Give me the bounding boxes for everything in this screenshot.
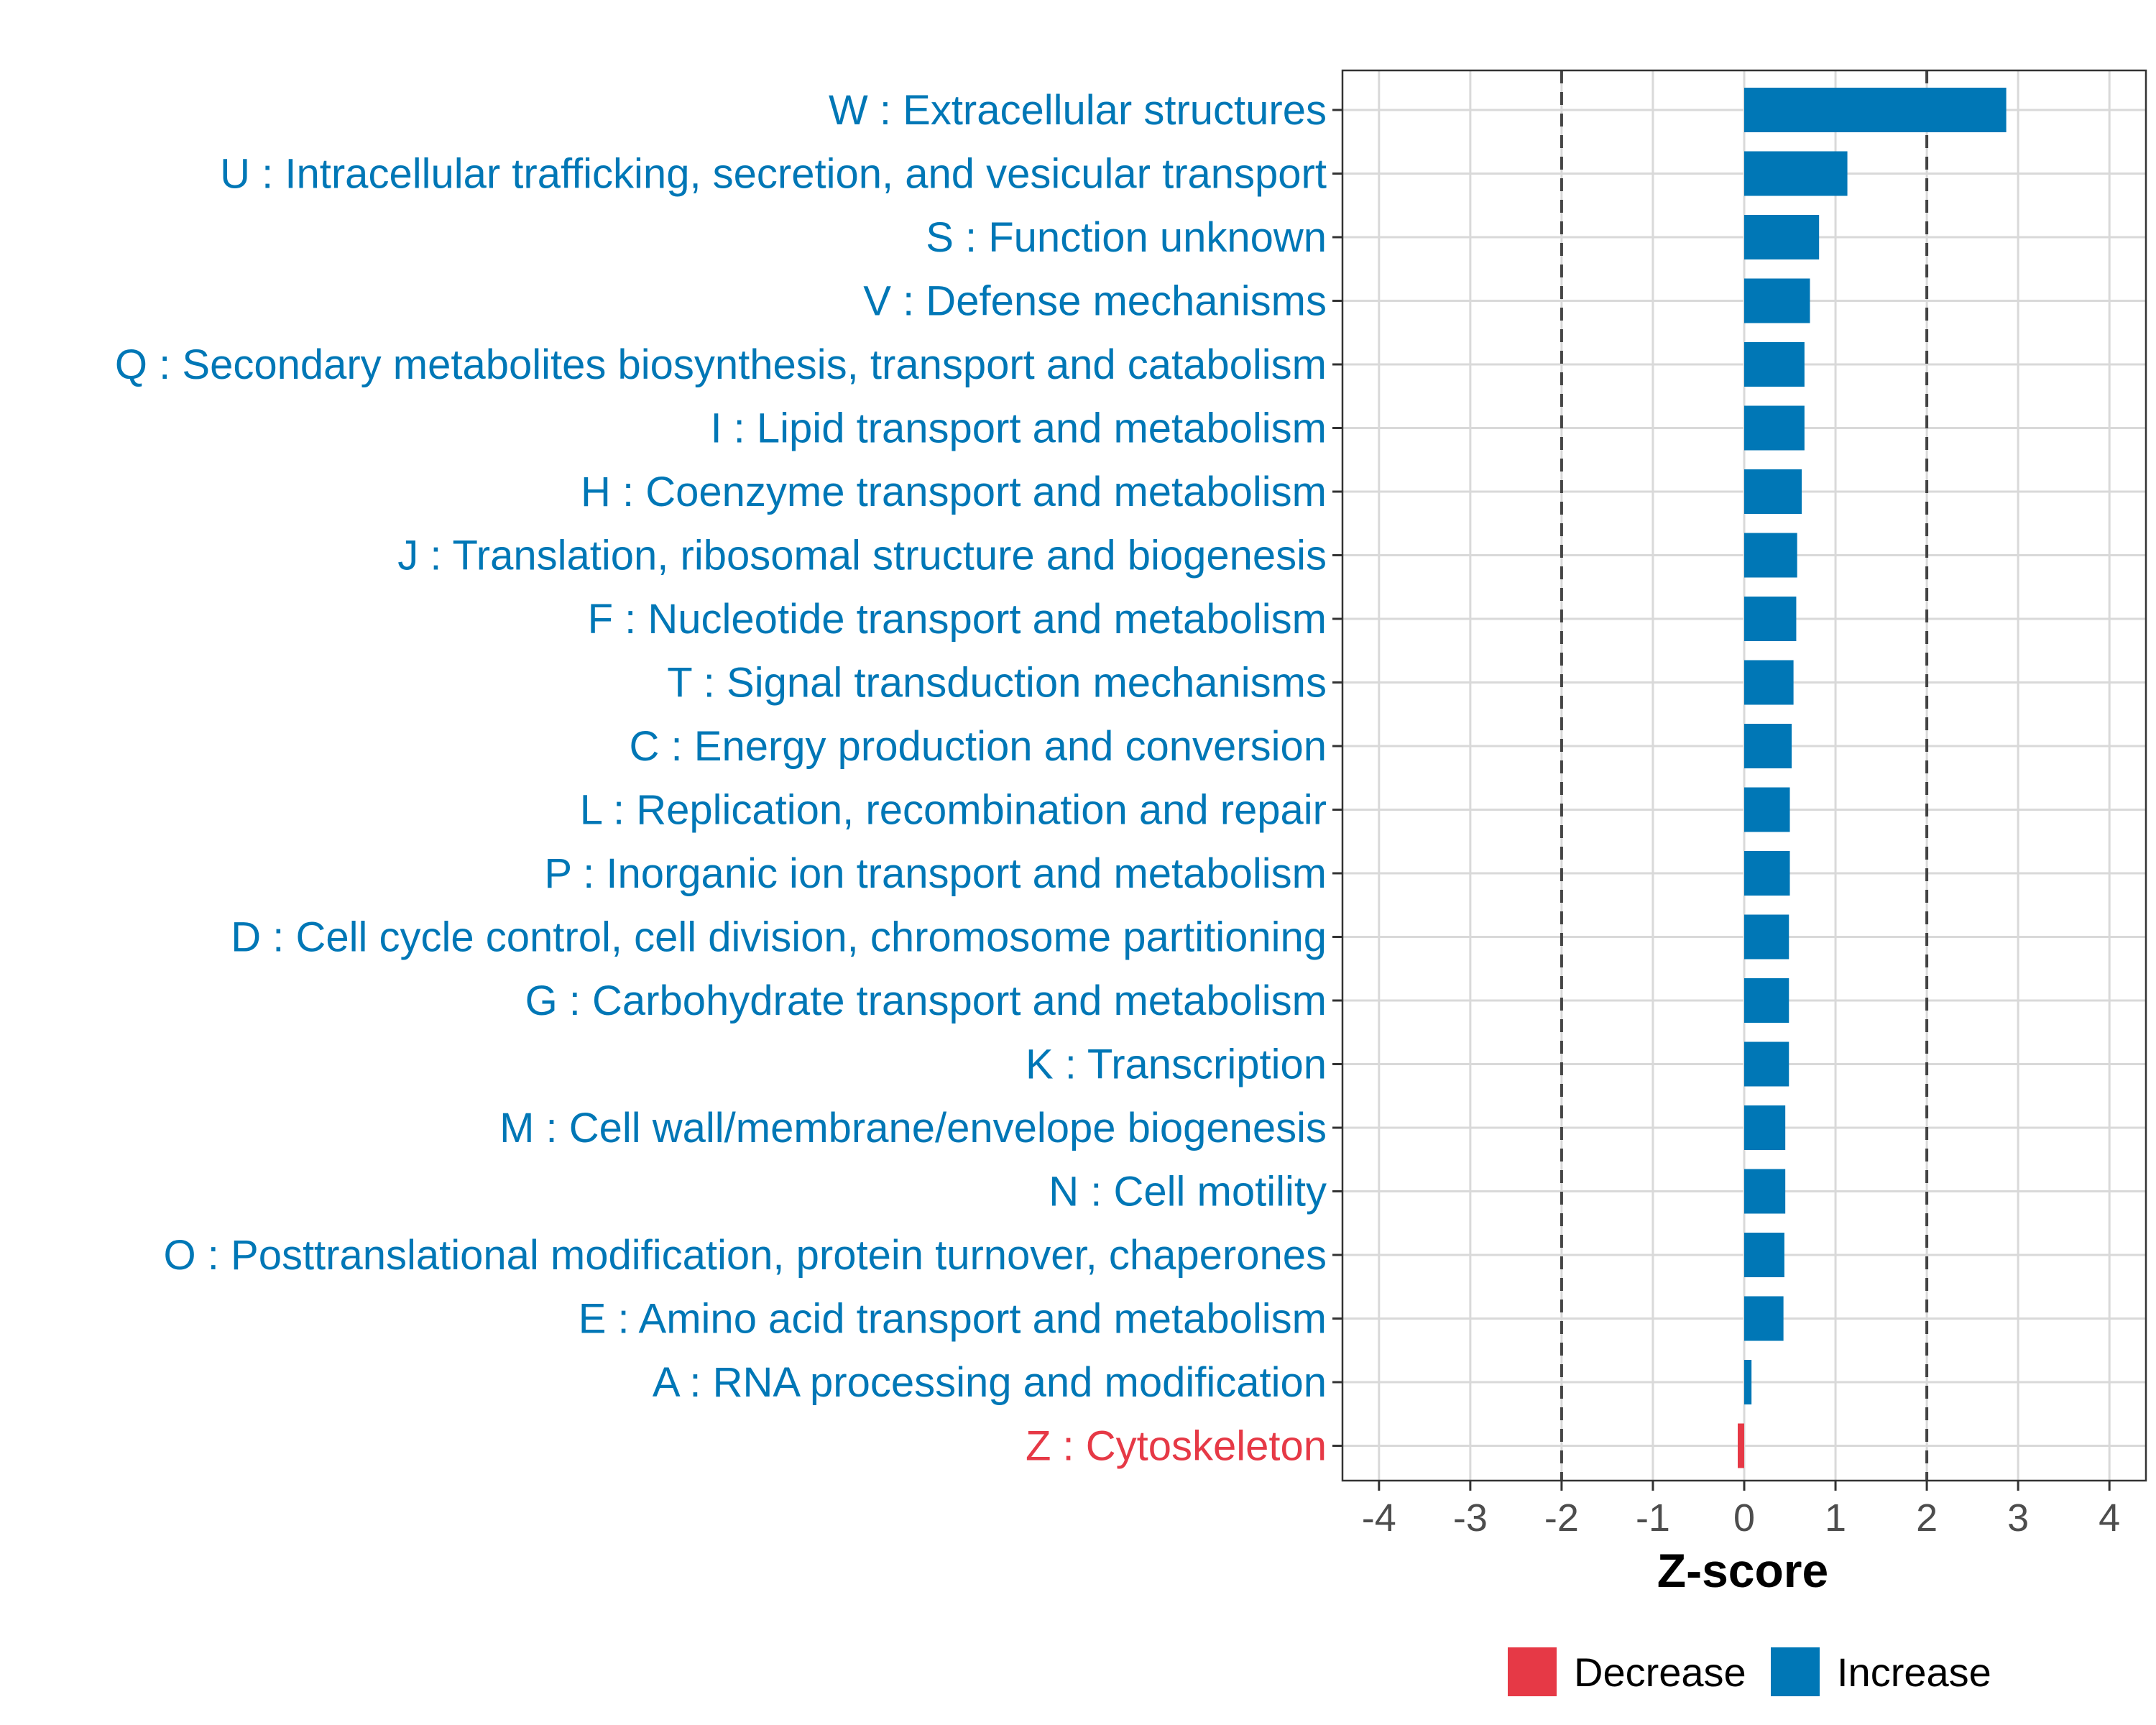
legend-label: Increase	[1837, 1650, 1991, 1695]
bar	[1744, 1041, 1789, 1087]
bar	[1744, 533, 1797, 578]
category-label: G : Carbohydrate transport and metabolis…	[525, 978, 1327, 1024]
bar	[1744, 215, 1820, 259]
bar	[1744, 914, 1789, 960]
category-label: M : Cell wall/membrane/envelope biogenes…	[499, 1105, 1327, 1151]
x-tick-label: -3	[1453, 1496, 1488, 1540]
category-label: O : Posttranslational modification, prot…	[164, 1232, 1327, 1279]
x-tick-labels: -4 -3 -2 -1 0 1 2 3 4	[1362, 1496, 2120, 1540]
x-tick-label: 3	[2007, 1496, 2029, 1540]
category-label: U : Intracellular trafficking, secretion…	[220, 151, 1327, 198]
category-label: S : Function unknown	[926, 214, 1327, 261]
bar	[1738, 1423, 1744, 1468]
x-tick-label: 4	[2099, 1496, 2120, 1540]
category-label: V : Defense mechanisms	[863, 278, 1327, 325]
x-tick-label: -4	[1362, 1496, 1396, 1540]
bar	[1744, 851, 1790, 896]
category-label: F : Nucleotide transport and metabolism	[588, 596, 1327, 643]
category-label: P : Inorganic ion transport and metaboli…	[544, 850, 1327, 897]
bar	[1744, 660, 1794, 705]
category-label: E : Amino acid transport and metabolism	[579, 1296, 1327, 1343]
bars	[1738, 88, 2007, 1468]
category-label: H : Coenzyme transport and metabolism	[581, 469, 1327, 515]
category-label: T : Signal transduction mechanisms	[667, 660, 1327, 707]
x-tick-label: -2	[1544, 1496, 1579, 1540]
bar	[1744, 787, 1790, 832]
x-axis-title: Z-score	[1657, 1544, 1828, 1597]
bar	[1744, 405, 1805, 451]
bar	[1744, 1296, 1784, 1341]
bar	[1744, 724, 1792, 768]
y-ticks	[1332, 109, 1342, 1447]
category-label: C : Energy production and conversion	[630, 723, 1327, 770]
category-label: D : Cell cycle control, cell division, c…	[231, 914, 1327, 961]
x-ticks	[1378, 1481, 2111, 1491]
reference-lines	[1560, 70, 1929, 1481]
x-tick-label: 1	[1825, 1496, 1846, 1540]
bar	[1744, 1169, 1786, 1214]
bar	[1744, 1233, 1784, 1277]
bar	[1744, 469, 1802, 514]
legend-swatch	[1508, 1647, 1557, 1696]
bar	[1744, 278, 1810, 323]
bar	[1744, 1105, 1786, 1150]
legend-swatch	[1771, 1647, 1820, 1696]
category-label: K : Transcription	[1026, 1041, 1327, 1088]
bar	[1744, 978, 1789, 1023]
x-tick-label: 0	[1733, 1496, 1755, 1540]
bar	[1744, 151, 1848, 196]
category-label: W : Extracellular structures	[829, 87, 1327, 134]
legend-label: Decrease	[1574, 1650, 1746, 1695]
x-tick-label: -1	[1636, 1496, 1670, 1540]
category-labels: W : Extracellular structures U : Intracel…	[115, 87, 1327, 1470]
category-label: J : Translation, ribosomal structure and…	[397, 533, 1327, 579]
legend: Decrease Increase	[1508, 1647, 1991, 1696]
category-label: N : Cell motility	[1049, 1169, 1327, 1215]
category-label: I : Lipid transport and metabolism	[710, 405, 1327, 452]
bar	[1744, 88, 2007, 132]
category-label: Q : Secondary metabolites biosynthesis, …	[115, 341, 1327, 388]
x-tick-label: 2	[1916, 1496, 1938, 1540]
bar	[1744, 1360, 1752, 1404]
bar	[1744, 597, 1797, 641]
category-label: Z : Cytoskeleton	[1026, 1423, 1327, 1470]
category-label: L : Replication, recombination and repai…	[580, 787, 1327, 834]
category-label: A : RNA processing and modification	[653, 1359, 1327, 1406]
bar	[1744, 342, 1805, 387]
